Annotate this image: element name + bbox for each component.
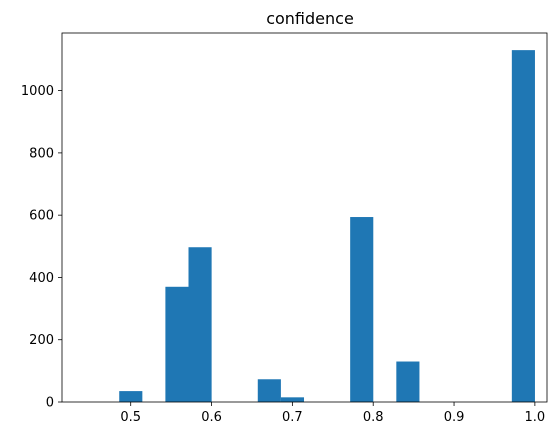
x-tick-label: 0.8 — [363, 410, 384, 425]
plot-frame — [61, 32, 548, 403]
histogram-bar-0 — [119, 391, 143, 402]
y-tick-label: 600 — [29, 209, 54, 224]
y-tick-label: 200 — [29, 333, 54, 348]
histogram-bar-2 — [188, 247, 212, 402]
y-tick-label: 1000 — [21, 84, 54, 99]
histogram-bar-6 — [396, 361, 420, 402]
x-tick-label: 0.7 — [282, 410, 303, 425]
histogram-bar-3 — [257, 379, 281, 402]
x-tick-label: 1.0 — [525, 410, 546, 425]
x-tick-label: 0.6 — [201, 410, 222, 425]
histogram-bar-5 — [350, 217, 374, 402]
y-tick-label: 800 — [29, 146, 54, 161]
bars-layer — [119, 50, 535, 402]
histogram-bar-4 — [280, 397, 305, 402]
histogram-bar-1 — [165, 286, 189, 402]
chart-title: confidence — [266, 9, 354, 28]
histogram-bar-7 — [511, 50, 535, 402]
y-tick-label: 400 — [29, 271, 54, 286]
y-tick-label: 0 — [46, 396, 54, 411]
x-tick-label: 0.9 — [444, 410, 465, 425]
x-tick-label: 0.5 — [120, 410, 141, 425]
axes-layer: 0.5 0.6 0.7 0.8 0.9 1.0 0 200 400 600 800 1000 — [21, 32, 548, 425]
